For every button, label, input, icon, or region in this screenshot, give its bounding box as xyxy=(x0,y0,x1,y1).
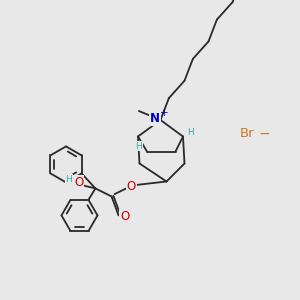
Text: H: H xyxy=(66,175,72,184)
Text: O: O xyxy=(127,180,136,193)
Text: N: N xyxy=(150,112,160,125)
Text: H: H xyxy=(135,142,142,151)
Text: −: − xyxy=(259,127,270,140)
Text: H: H xyxy=(187,128,194,137)
Text: +: + xyxy=(160,108,169,118)
Text: O: O xyxy=(74,176,83,189)
Text: Br: Br xyxy=(240,127,255,140)
Text: O: O xyxy=(120,210,129,224)
